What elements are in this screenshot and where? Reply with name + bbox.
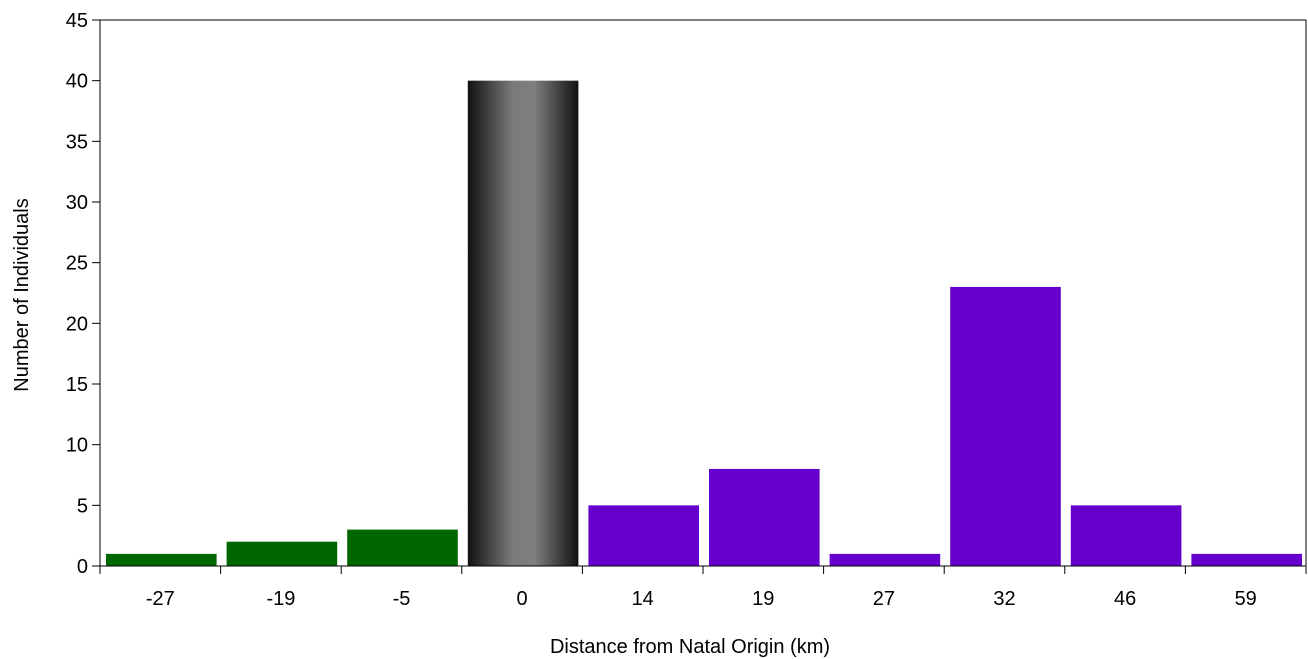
x-tick-label: 0	[517, 588, 528, 610]
bar-14	[588, 505, 699, 566]
bar--27	[106, 553, 217, 566]
x-tick-label: 32	[993, 588, 1015, 610]
x-tick-label: -27	[146, 588, 175, 610]
y-axis: 0 5 10 15 20 25 30 35 40 45	[66, 10, 101, 578]
y-tick-label: 25	[66, 253, 88, 275]
bar-46	[1070, 505, 1182, 566]
bar-32	[950, 286, 1061, 566]
x-axis-title: Distance from Natal Origin (km)	[550, 636, 830, 658]
y-tick-label: 15	[66, 374, 88, 396]
bar--19	[226, 541, 338, 566]
y-tick-label: 0	[77, 556, 88, 578]
x-tick-label: 14	[632, 588, 654, 610]
plot-frame	[100, 19, 1307, 566]
y-tick-label: 10	[66, 435, 88, 457]
y-tick-label: 30	[66, 192, 88, 214]
y-tick-label: 40	[66, 71, 88, 93]
y-axis-title: Number of Individuals	[11, 198, 33, 391]
y-tick-label: 35	[66, 131, 88, 153]
bar-59	[1191, 553, 1302, 566]
bars	[106, 80, 1302, 567]
x-tick-label: -5	[393, 588, 411, 610]
bar-0	[467, 80, 579, 567]
x-tick-label: 19	[752, 588, 774, 610]
bar--5	[347, 529, 458, 566]
y-tick-label: 20	[66, 313, 88, 335]
y-tick-label: 5	[77, 495, 88, 517]
x-tick-label: 46	[1114, 588, 1136, 610]
x-axis: -27 -19 -5 0 14 19 27 32 46 59	[99, 565, 1307, 610]
bar-27	[829, 553, 941, 566]
x-tick-label: -19	[266, 588, 295, 610]
x-tick-label: 27	[873, 588, 895, 610]
x-tick-label: 59	[1235, 588, 1257, 610]
bar-19	[709, 468, 820, 566]
y-tick-label: 45	[66, 10, 88, 32]
